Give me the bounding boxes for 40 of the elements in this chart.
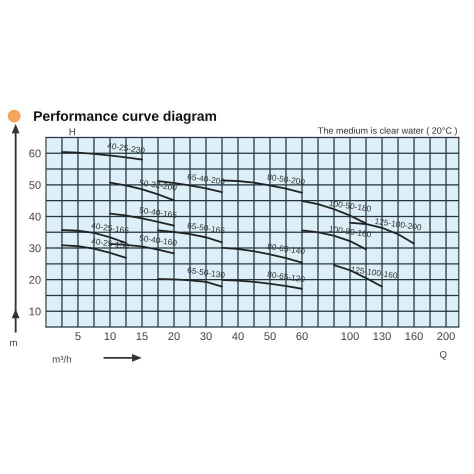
x-tick-label: 200 — [437, 332, 455, 340]
text: 100-50-180 — [329, 200, 372, 212]
x-axis-title: Q — [440, 351, 447, 360]
text: 40-25-230 — [107, 142, 145, 154]
x-tick-label: 40 — [232, 332, 244, 340]
x-tick-label: 30 — [200, 332, 212, 340]
y-axis-title: H — [70, 128, 75, 136]
y-tick-label: 10 — [30, 308, 41, 316]
chart-subtitle: The medium is clear water ( 20°C ) — [318, 127, 457, 136]
x-tick-label: 5 — [75, 332, 81, 340]
text: 40-25-165 — [91, 222, 129, 234]
text: m³/h — [52, 356, 71, 363]
text: 50-40-160 — [139, 234, 177, 246]
text: 65-50-130 — [187, 267, 225, 278]
x-tick-label: 130 — [374, 332, 391, 340]
text: 50-32-200 — [139, 180, 177, 191]
text: 65-40-200 — [187, 174, 225, 185]
x-tick-label: 10 — [104, 332, 116, 340]
text: 80-50-200 — [267, 174, 306, 185]
x-tick-label: 15 — [136, 332, 148, 340]
y-tick-label: 30 — [29, 244, 41, 252]
text: 40-25-150 — [91, 238, 129, 250]
y-tick-label: 40 — [29, 212, 41, 221]
x-tick-label: 50 — [264, 332, 276, 340]
text: 80-65-140 — [267, 243, 306, 254]
y-tick-label: 20 — [29, 276, 41, 284]
text: 100-80-160 — [329, 226, 372, 238]
text: 50-40-165 — [139, 207, 177, 218]
x-tick-label: 100 — [342, 332, 359, 340]
x-tick-label: 60 — [296, 332, 308, 340]
text: 80-65-120 — [267, 271, 306, 282]
text: 125-100-200 — [374, 218, 422, 230]
text: 65-50-165 — [187, 222, 225, 234]
chart-title: Performance curve diagram — [34, 110, 216, 124]
x-tick-label: 160 — [406, 332, 423, 340]
y-tick-label: 60 — [29, 150, 41, 158]
y-tick-label: 50 — [29, 181, 41, 189]
text: m — [10, 340, 17, 346]
x-tick-label: 20 — [168, 332, 180, 340]
text: 125-100-160 — [350, 266, 398, 279]
